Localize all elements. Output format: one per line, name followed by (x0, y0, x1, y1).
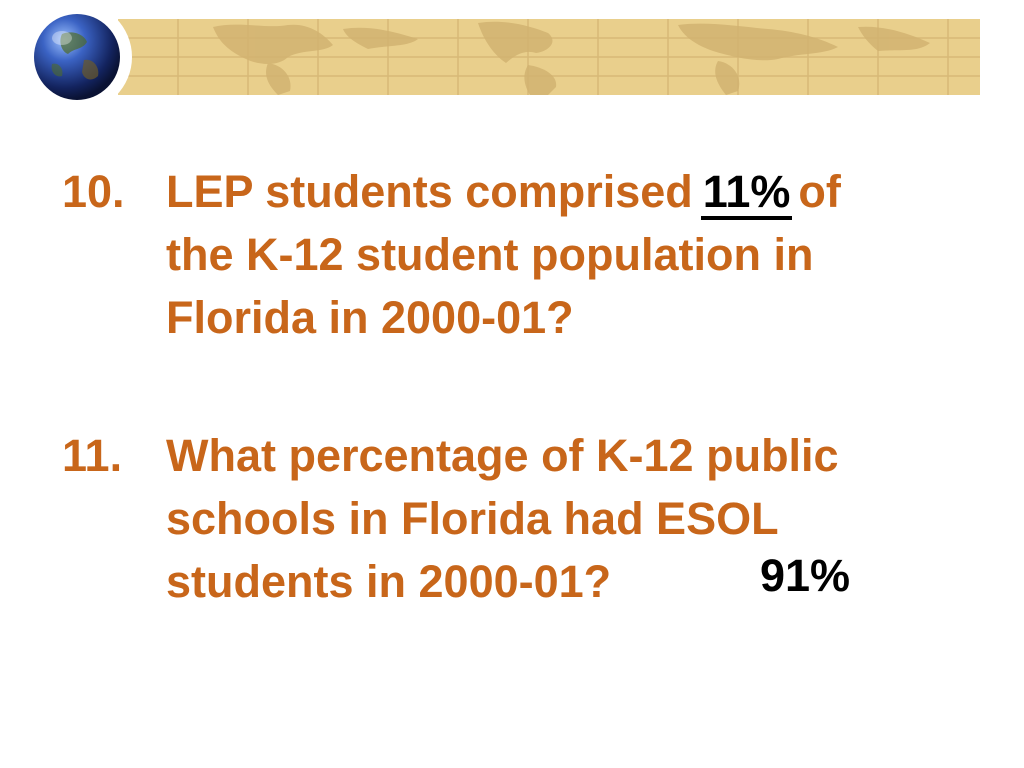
question-11-line-1: 11. What percentage of K-12 public (62, 424, 839, 487)
answer-text: 91% (760, 550, 851, 601)
question-text: of (798, 166, 841, 217)
question-10-line-2: the K-12 student population in (166, 229, 814, 280)
world-map-graphic (118, 19, 980, 95)
question-10-line-1: 10. LEP students comprised 11% of (62, 160, 841, 223)
question-11-line-3: students in 2000-01? (166, 556, 612, 607)
question-11-line-2: schools in Florida had ESOL (166, 493, 779, 544)
question-11: 11. What percentage of K-12 public school… (62, 424, 839, 613)
globe-icon (32, 12, 122, 102)
question-number: 11. (62, 430, 123, 481)
question-10-line-3: Florida in 2000-01? (166, 292, 574, 343)
answer-blank: 11% (700, 168, 793, 220)
world-map-banner (118, 19, 980, 95)
question-text: LEP students comprised (166, 166, 693, 217)
question-10: 10. LEP students comprised 11% of the K-12 … (62, 160, 841, 349)
question-text: What percentage of K-12 public (166, 430, 839, 481)
question-number: 10. (62, 166, 125, 217)
